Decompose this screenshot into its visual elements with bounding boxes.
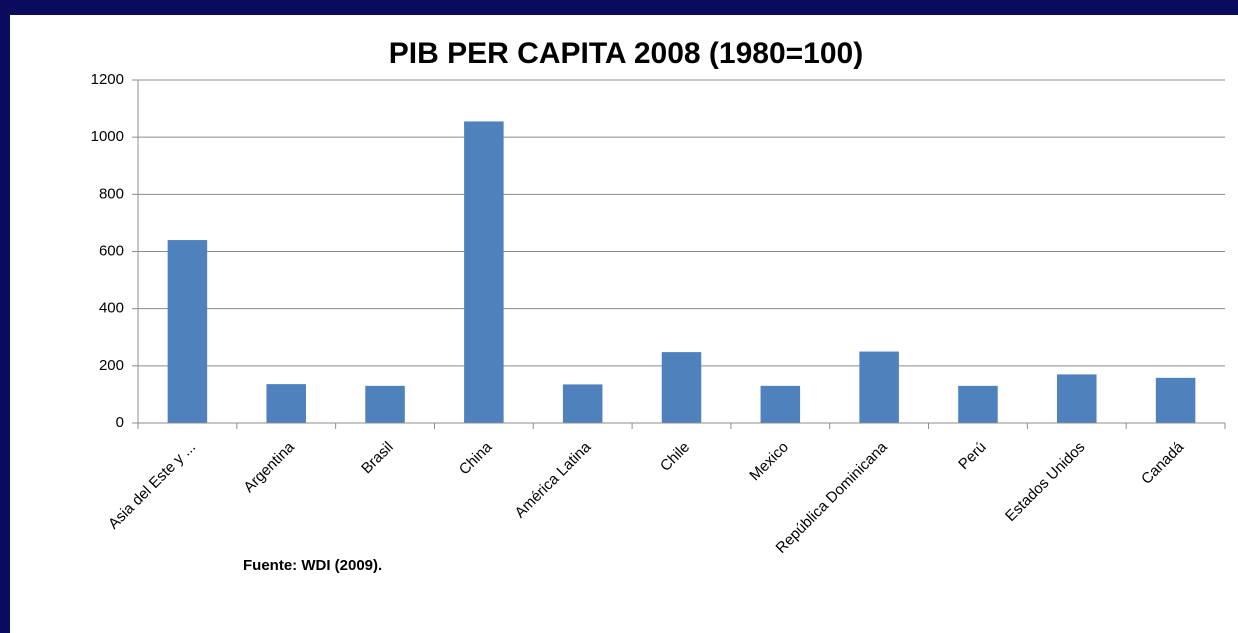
y-tick-label: 600 (99, 242, 124, 259)
bar (958, 385, 998, 423)
bar (365, 385, 405, 423)
bar (167, 240, 208, 423)
bar (1057, 374, 1097, 423)
bar (266, 384, 306, 423)
bar (760, 385, 801, 423)
bar (661, 352, 702, 423)
y-tick-label: 1200 (91, 71, 124, 88)
bar (1155, 377, 1196, 423)
bar (562, 384, 603, 423)
bar (464, 121, 504, 423)
chart-title: PIB PER CAPITA 2008 (1980=100) (389, 37, 863, 70)
bar (859, 351, 899, 423)
y-tick-label: 200 (99, 357, 124, 374)
y-tick-label: 800 (99, 185, 124, 202)
source-note: Fuente: WDI (2009). (243, 557, 382, 574)
y-tick-label: 1000 (91, 128, 124, 145)
chart-panel (10, 15, 1238, 633)
y-tick-label: 400 (99, 300, 124, 317)
y-tick-label: 0 (116, 414, 124, 431)
